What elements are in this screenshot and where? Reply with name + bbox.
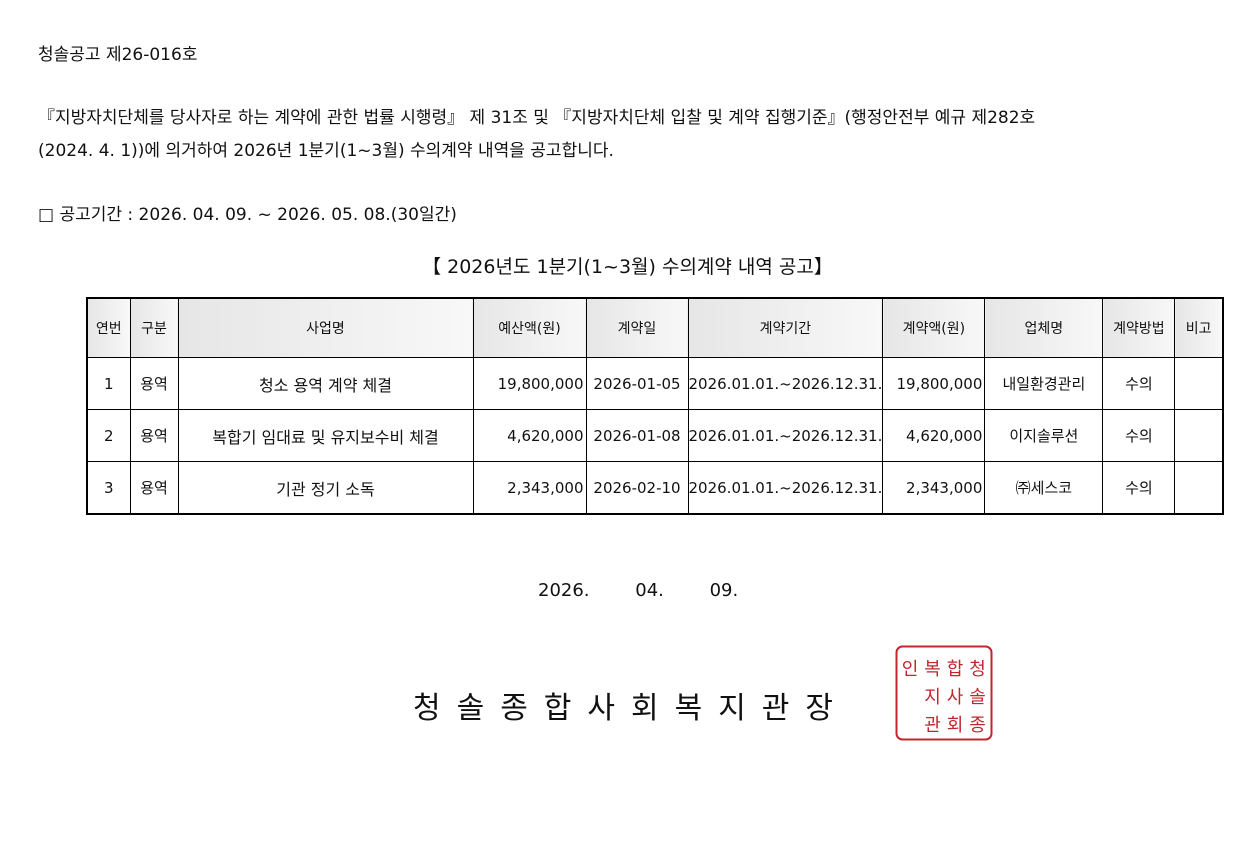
- table-cell: 복합기 임대료 및 유지보수비 체결: [177, 409, 474, 462]
- table-cell: 19,800,000: [882, 357, 986, 410]
- table-row: 3 용역 기관 정기 소독 2,343,000 2026-02-10 2026.01.01…: [86, 461, 1224, 515]
- table-cell: 2026-02-10: [585, 461, 689, 515]
- column-header: 업체명: [984, 297, 1104, 358]
- table-cell: 용역: [129, 461, 179, 515]
- table-cell: 2,343,000: [882, 461, 986, 515]
- table-row: 1 용역 청소 용역 계약 체결 19,800,000 2026-01-05 2026.0…: [86, 357, 1224, 410]
- notice-number: 청솔공고 제26-016호: [38, 45, 198, 65]
- column-header: 계약액(원): [882, 297, 986, 358]
- intro-text-line1: 『지방자치단체를 당사자로 하는 계약에 관한 법률 시행령』 제 31조 및 …: [38, 108, 1036, 128]
- table-cell: 1: [86, 357, 131, 410]
- table-cell: 청소 용역 계약 체결: [177, 357, 474, 410]
- table-cell: 2,343,000: [472, 461, 587, 515]
- column-header: 계약일: [585, 297, 689, 358]
- column-header: 구분: [129, 297, 179, 358]
- seal-character: 종: [969, 715, 986, 736]
- table-cell: 기관 정기 소독: [177, 461, 474, 515]
- table-cell: 이지솔루션: [984, 409, 1104, 462]
- table-cell: 4,620,000: [472, 409, 587, 462]
- seal-character: 관: [924, 715, 941, 736]
- table-header-row: 연번 구분 사업명 예산액(원) 계약일 계약기간 계약액(원) 업체명 계약방법 비고: [86, 297, 1224, 358]
- table-cell: 2: [86, 409, 131, 462]
- table-cell: 3: [86, 461, 131, 515]
- table-cell: 2026-01-05: [585, 357, 689, 410]
- table-title: 【 2026년도 1분기(1~3월) 수의계약 내역 공고】: [422, 256, 833, 278]
- column-header: 사업명: [177, 297, 474, 358]
- table-cell: 수의: [1102, 461, 1176, 515]
- column-header: 예산액(원): [472, 297, 587, 358]
- table-cell: 용역: [129, 357, 179, 410]
- table-cell: 수의: [1102, 357, 1176, 410]
- table-row: 2 용역 복합기 임대료 및 유지보수비 체결 4,620,000 2026-01-08…: [86, 409, 1224, 462]
- seal-character: 인: [902, 659, 919, 680]
- table-cell: 19,800,000: [472, 357, 587, 410]
- notice-date: 2026. 04. 09.: [538, 580, 739, 601]
- official-seal: 청솔종 합사회 복지관 인: [895, 645, 993, 741]
- table-cell: [1174, 461, 1224, 515]
- table-cell: 용역: [129, 409, 179, 462]
- seal-character: 청: [969, 659, 986, 680]
- table-cell: 수의: [1102, 409, 1176, 462]
- table-cell: 2026.01.01.~2026.12.31.: [687, 409, 884, 462]
- table-cell: [1174, 409, 1224, 462]
- table-cell: [1174, 357, 1224, 410]
- seal-character: 합: [947, 659, 964, 680]
- table-cell: 2026-01-08: [585, 409, 689, 462]
- seal-character: 복: [924, 659, 941, 680]
- seal-character: 회: [947, 715, 964, 736]
- table-cell: 4,620,000: [882, 409, 986, 462]
- seal-character: 사: [947, 687, 964, 708]
- table-cell: 2026.01.01.~2026.12.31.: [687, 461, 884, 515]
- table-cell: 내일환경관리: [984, 357, 1104, 410]
- organization-name: 청솔종합사회복지관장: [413, 691, 849, 726]
- table-cell: 2026.01.01.~2026.12.31.: [687, 357, 884, 410]
- contract-table: 연번 구분 사업명 예산액(원) 계약일 계약기간 계약액(원) 업체명 계약방법 비고 1 용역 청…: [86, 297, 1224, 515]
- column-header: 비고: [1174, 297, 1224, 358]
- intro-text-line2: (2024. 4. 1))에 의거하여 2026년 1분기(1~3월) 수의계약…: [38, 141, 614, 161]
- seal-character: 지: [924, 687, 941, 708]
- column-header: 연번: [86, 297, 131, 358]
- column-header: 계약방법: [1102, 297, 1176, 358]
- column-header: 계약기간: [687, 297, 884, 358]
- seal-character: 솔: [969, 687, 986, 708]
- notice-period: □ 공고기간 : 2026. 04. 09. ~ 2026. 05. 08.(3…: [38, 205, 457, 225]
- table-cell: ㈜세스코: [984, 461, 1104, 515]
